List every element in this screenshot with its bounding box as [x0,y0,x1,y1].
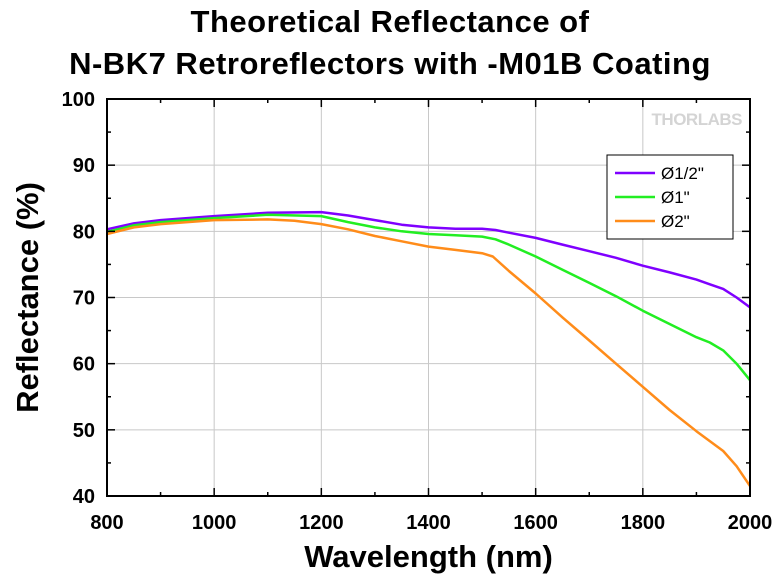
x-tick-label: 2000 [728,512,773,534]
chart-title-line-1: Theoretical Reflectance of [190,4,590,39]
data-series [106,210,752,487]
x-tick-label: 800 [90,512,123,534]
y-tick-label: 90 [73,155,95,177]
series-line [106,218,752,487]
y-tick-label: 60 [73,354,95,376]
axis-ticks: 800 1000 1200 1400 1600 1800 2000 40 50 60 70 80 90 1… [62,89,773,534]
x-tick-label: 1400 [406,512,451,534]
chart-title-line-2: N-BK7 Retroreflectors with -M01B Coating [69,46,711,81]
x-tick-label: 1600 [513,512,558,534]
y-tick-label: 100 [62,89,95,111]
watermark-text: THORLABS [652,110,743,129]
legend: Ø1/2" Ø1" Ø2" [606,154,734,240]
y-tick-label: 80 [73,221,95,243]
y-tick-label: 40 [73,486,95,508]
legend-label: Ø1" [661,188,690,207]
series-line [106,213,751,381]
series-line [106,210,751,309]
y-tick-label: 50 [73,420,95,442]
thorlabs-watermark: THORLABS [652,110,743,129]
y-axis-title: Reflectance (%) [10,182,45,413]
x-tick-label: 1800 [621,512,666,534]
x-tick-label: 1000 [192,512,237,534]
y-tick-label: 70 [73,288,95,310]
x-tick-label: 1200 [299,512,344,534]
legend-label: Ø1/2" [661,164,704,183]
legend-label: Ø2" [661,212,690,231]
x-axis-title: Wavelength (nm) [304,539,553,574]
